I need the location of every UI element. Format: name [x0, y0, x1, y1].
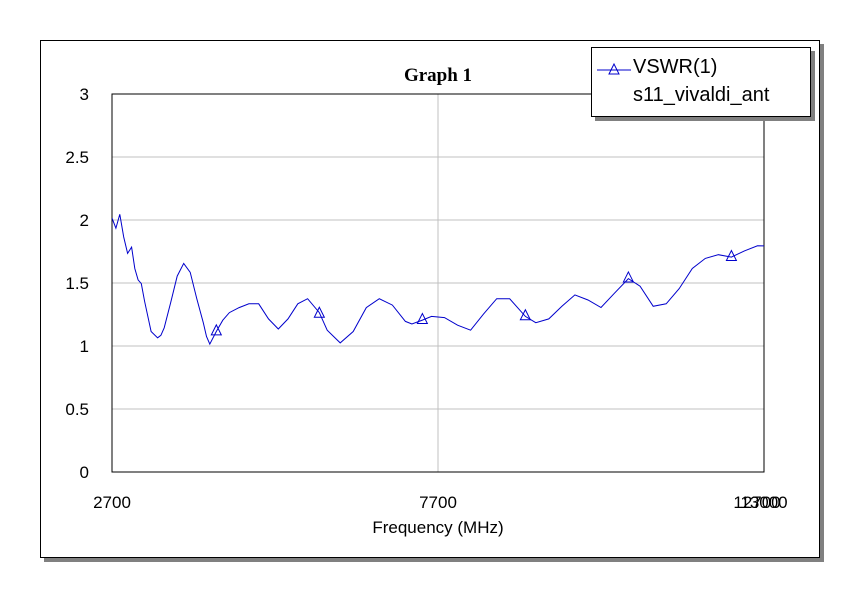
series-marker-triangle	[622, 270, 635, 283]
legend-series-name: VSWR(1)	[633, 56, 718, 78]
series-marker-triangle	[313, 306, 326, 318]
y-tick-label: 1.5	[65, 274, 89, 293]
series-marker-triangle	[725, 249, 738, 262]
series-marker-triangle	[519, 308, 532, 321]
series-line-vswr	[112, 214, 764, 346]
y-tick-label: 1	[80, 337, 89, 356]
x-tick-label: 13000	[740, 493, 787, 512]
y-tick-label: 2.5	[65, 148, 89, 167]
x-tick-label: 7700	[419, 493, 457, 512]
legend-series-source: s11_vivaldi_ant	[633, 84, 770, 106]
series-0	[112, 214, 764, 346]
y-tick-label: 0	[80, 463, 89, 482]
grid-lines	[112, 94, 765, 472]
y-tick-label: 2	[80, 211, 89, 230]
chart-title: Graph 1	[404, 65, 472, 86]
y-axis-tick-labels: 0 0.5 1 1.5 2 2.5 3	[65, 85, 89, 482]
x-tick-label: 12700	[733, 493, 780, 512]
series-layer	[112, 214, 764, 346]
plot-area-border	[111, 93, 765, 473]
y-tick-label: 0.5	[65, 400, 89, 419]
legend: VSWR(1) s11_vivaldi_ant	[591, 47, 811, 117]
series-marker-triangle	[210, 323, 223, 336]
series-marker-triangle	[416, 312, 429, 325]
y-tick-label: 3	[80, 85, 89, 104]
x-tick-label: 2700	[93, 493, 131, 512]
legend-swatch-triangle-icon	[597, 62, 631, 75]
x-axis-label: Frequency (MHz)	[372, 518, 503, 537]
